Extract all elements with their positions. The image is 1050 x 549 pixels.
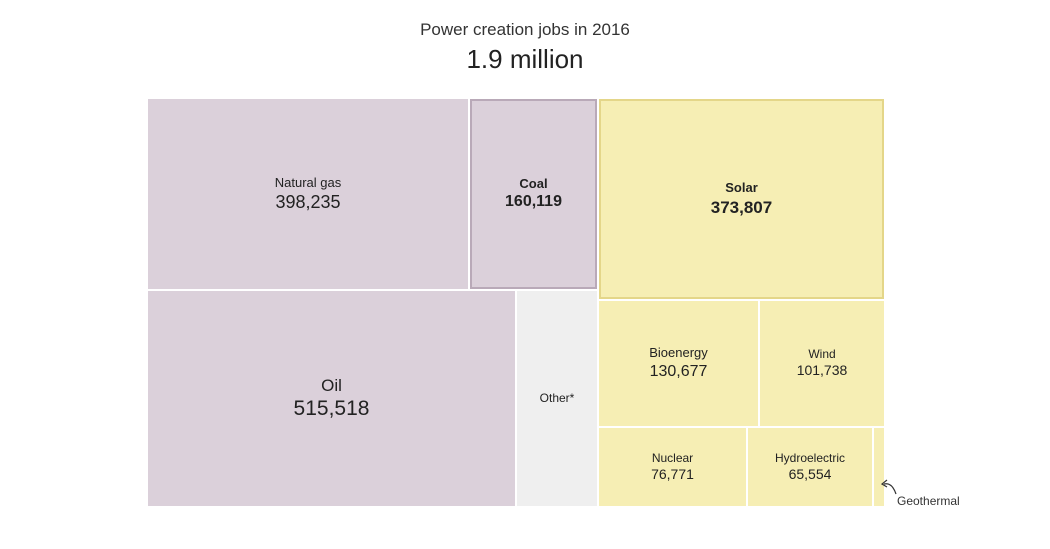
tile-value: 76,771 [651,465,694,482]
tile-natural-gas: Natural gas 398,235 [148,99,468,289]
tile-label: Other* [539,391,575,405]
tile-label: Natural gas [274,174,342,190]
tile-geothermal [874,428,884,506]
tile-label: Wind [808,347,836,362]
chart-title: Power creation jobs in 2016 [420,20,630,39]
tile-value: 160,119 [505,193,562,211]
tile-label: Solar [725,180,758,196]
tile-value: 65,554 [788,465,832,482]
tile-value: 130,677 [649,362,708,380]
geothermal-callout-arrow [880,479,897,495]
tile-wind: Wind 101,738 [760,301,884,426]
tile-label: Nuclear [651,450,694,465]
tile-bioenergy: Bioenergy 130,677 [599,301,758,426]
tile-nuclear: Nuclear 76,771 [599,428,746,506]
tile-label: Oil [321,375,342,395]
tile-value: 515,518 [293,397,370,420]
tile-label: Coal [519,175,548,191]
tile-value: 101,738 [796,362,848,379]
chart-subtitle: 1.9 million [466,44,584,74]
tile-oil: Oil 515,518 [148,291,515,506]
tile-hydroelectric: Hydroelectric 65,554 [748,428,872,506]
geothermal-callout-label: Geothermal [897,494,960,508]
tile-solar: Solar 373,807 [599,99,884,299]
tile-value: 373,807 [710,197,773,217]
tile-label: Bioenergy [649,345,708,361]
tile-coal: Coal 160,119 [470,99,597,289]
tile-other: Other* [517,291,597,506]
tile-value: 398,235 [275,191,341,212]
tile-label: Hydroelectric [774,450,846,465]
